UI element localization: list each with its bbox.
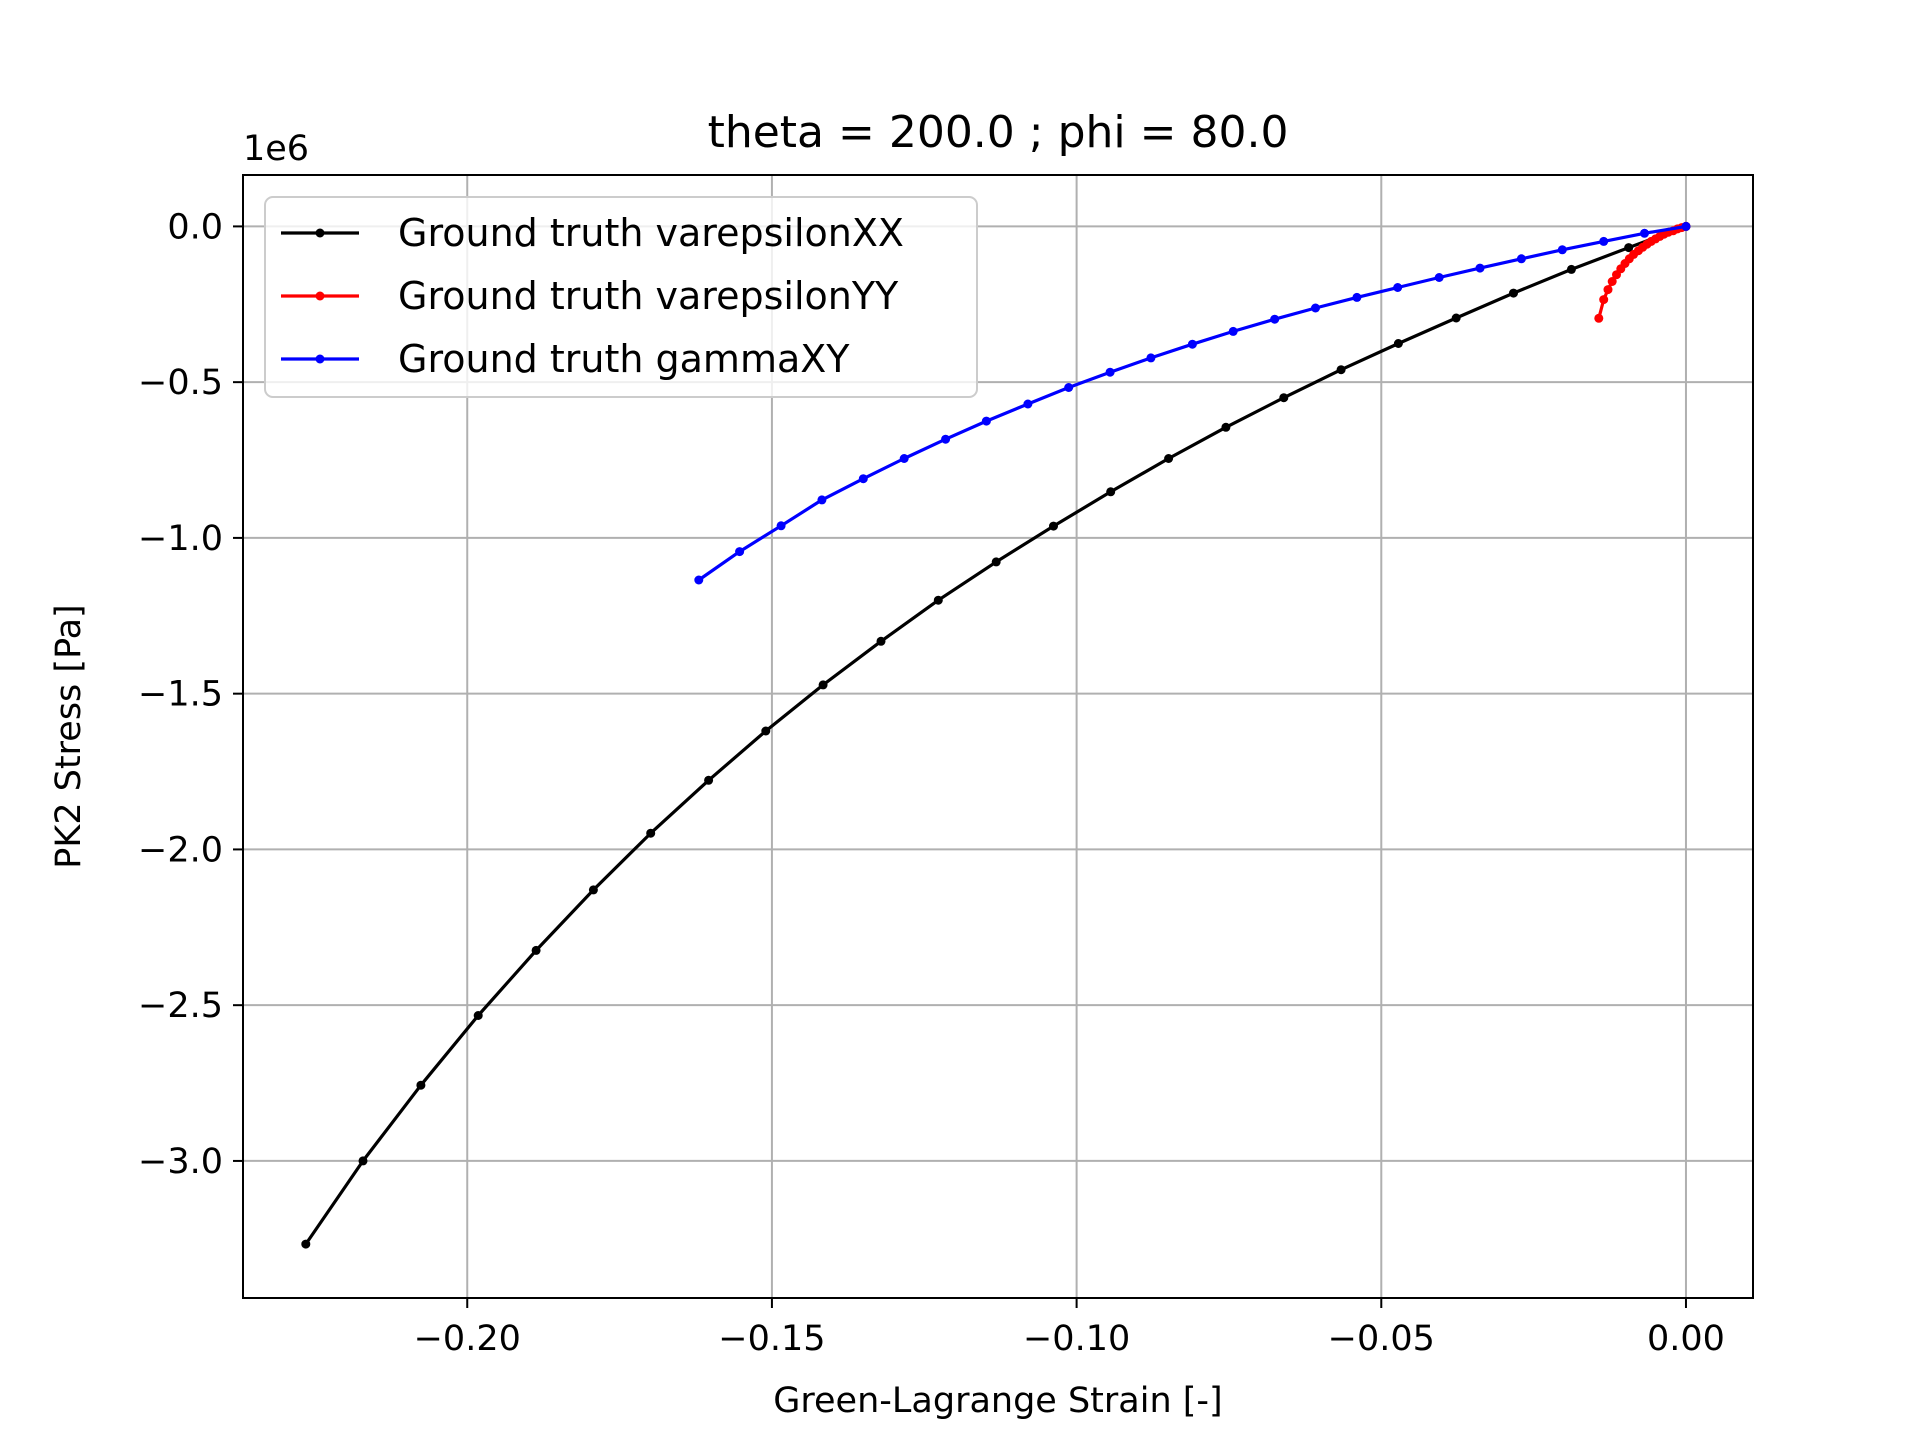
data-point xyxy=(531,945,541,955)
data-point xyxy=(776,521,786,531)
data-point xyxy=(1599,295,1609,305)
data-point xyxy=(1607,277,1617,286)
data-point xyxy=(1681,221,1691,231)
y-axis-offset-label: 1e6 xyxy=(243,129,309,169)
data-point xyxy=(1451,313,1461,323)
data-point xyxy=(876,636,886,646)
data-point xyxy=(1475,263,1485,273)
legend: Ground truth varepsilonXX Ground truth va… xyxy=(264,196,978,398)
y-tick-label: −2.0 xyxy=(138,830,223,870)
plot-series xyxy=(301,221,1691,1249)
legend-label: Ground truth varepsilonXX xyxy=(398,211,904,255)
data-point xyxy=(1393,339,1403,348)
data-point xyxy=(1279,393,1289,403)
data-point xyxy=(1640,228,1649,238)
data-point xyxy=(1434,273,1444,282)
axes-frame xyxy=(242,174,1754,1299)
data-point xyxy=(1146,353,1156,363)
data-point xyxy=(588,885,598,895)
data-point xyxy=(694,575,704,585)
legend-swatch-marker xyxy=(315,354,325,364)
x-tick-label: −0.05 xyxy=(1328,1319,1435,1359)
data-point xyxy=(1603,285,1613,295)
series-group xyxy=(694,221,1691,585)
data-point xyxy=(817,495,827,505)
chart-title: theta = 200.0 ; phi = 80.0 xyxy=(708,107,1289,158)
y-tick-label: 0.0 xyxy=(167,207,223,247)
data-point xyxy=(301,1239,311,1249)
y-tick-label: −0.5 xyxy=(138,363,223,403)
legend-box xyxy=(264,196,978,398)
data-point xyxy=(1516,254,1526,264)
data-point xyxy=(1023,399,1033,409)
data-point xyxy=(818,680,828,690)
data-point xyxy=(1352,292,1362,302)
data-point xyxy=(1599,236,1609,246)
data-point xyxy=(1164,454,1174,463)
x-tick-label: −0.20 xyxy=(414,1319,521,1359)
y-tick-label: −2.5 xyxy=(138,986,223,1026)
data-point xyxy=(1049,521,1058,531)
data-point xyxy=(761,726,771,736)
data-point xyxy=(1105,367,1115,377)
data-point xyxy=(1612,270,1621,280)
data-point xyxy=(646,828,656,838)
data-point xyxy=(473,1011,483,1020)
legend-item: Ground truth varepsilonYY xyxy=(281,274,899,318)
data-point xyxy=(1064,383,1074,392)
data-point xyxy=(358,1156,368,1166)
series-group xyxy=(301,221,1691,1249)
data-point xyxy=(941,434,951,444)
data-point xyxy=(1270,314,1280,324)
legend-item: Ground truth varepsilonXX xyxy=(281,211,904,255)
data-point xyxy=(1336,365,1346,375)
axis-ticks: −0.20 −0.15 −0.10 −0.05 0.00 0.0 −0.5 −1.0 −1.5 −… xyxy=(138,207,1725,1359)
grid-lines xyxy=(243,175,1753,1298)
y-tick-label: −1.5 xyxy=(138,675,223,715)
data-point xyxy=(1228,326,1238,336)
legend-item: Ground truth gammaXY xyxy=(281,337,850,381)
data-point xyxy=(981,416,991,426)
x-tick-label: −0.15 xyxy=(718,1319,825,1359)
data-point xyxy=(416,1080,426,1090)
data-point xyxy=(1393,283,1403,292)
x-tick-label: 0.00 xyxy=(1647,1319,1725,1359)
data-point xyxy=(1509,288,1518,298)
data-point xyxy=(1566,264,1576,274)
y-tick-label: −1.0 xyxy=(138,519,223,559)
data-point xyxy=(1624,243,1634,253)
data-point xyxy=(1557,245,1567,255)
legend-swatch-marker xyxy=(315,291,325,301)
data-point xyxy=(1311,303,1320,313)
data-point xyxy=(1594,313,1604,323)
y-tick-label: −3.0 xyxy=(138,1142,223,1182)
data-point xyxy=(735,547,745,557)
data-point xyxy=(1221,422,1231,432)
legend-label: Ground truth varepsilonYY xyxy=(398,274,899,318)
data-point xyxy=(858,474,868,484)
data-point xyxy=(1106,487,1116,497)
data-point xyxy=(991,557,1001,567)
y-axis-label: PK2 Stress [Pa] xyxy=(49,604,89,868)
legend-swatch-marker xyxy=(315,228,325,238)
data-point xyxy=(899,454,909,463)
x-axis-label: Green-Lagrange Strain [-] xyxy=(773,1381,1222,1421)
data-point xyxy=(1187,339,1197,349)
x-tick-label: −0.10 xyxy=(1023,1319,1130,1359)
legend-label: Ground truth gammaXY xyxy=(398,337,850,381)
data-point xyxy=(933,595,943,605)
data-point xyxy=(704,775,714,785)
